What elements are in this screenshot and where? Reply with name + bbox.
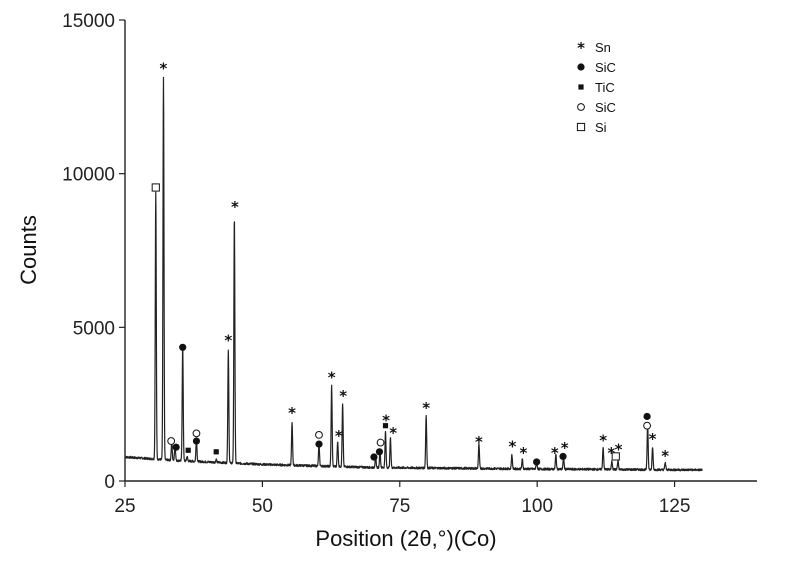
peak-markers: *********** * * * * ** *** [151, 60, 669, 466]
tick-labels: 25 50 75 100 125 0 5000 10000 15000 [62, 11, 690, 517]
axes [124, 20, 757, 482]
filled-circle-marker [172, 443, 180, 451]
legend-open-square-icon [576, 122, 586, 132]
legend-filled-square-icon [578, 84, 584, 90]
x-tick-label: 75 [389, 496, 410, 517]
filled-circle-marker [375, 448, 384, 456]
legend-label: TiC [595, 80, 615, 95]
star-marker: * [389, 424, 397, 442]
star-marker: * [599, 432, 607, 450]
legend: * Sn SiC TiC SiC Si [576, 39, 616, 135]
filled-square-marker [185, 447, 191, 453]
y-axis-title: Counts [16, 215, 41, 285]
star-marker: * [615, 441, 623, 459]
star-marker: * [160, 60, 168, 78]
star-marker: * [509, 438, 517, 456]
y-tick-label: 0 [104, 472, 115, 493]
star-marker: * [561, 439, 569, 457]
legend-open-circle-icon [577, 103, 585, 111]
star-marker: * [224, 332, 232, 350]
y-tick-label: 5000 [73, 318, 115, 339]
y-tick-label: 10000 [62, 165, 115, 186]
filled-circle-marker [192, 437, 201, 445]
legend-star-icon: * [577, 39, 585, 57]
star-marker: * [422, 399, 430, 417]
legend-label: SiC [595, 100, 616, 115]
legend-label: Sn [595, 40, 611, 55]
star-marker: * [231, 198, 239, 216]
open-circle-marker [167, 437, 176, 445]
filled-circle-marker [370, 453, 378, 461]
star-marker: * [649, 430, 657, 448]
star-marker: * [382, 412, 390, 430]
tick-marks [119, 19, 676, 487]
x-tick-label: 125 [659, 496, 691, 517]
open-square-marker [611, 452, 620, 461]
filled-circle-marker [643, 412, 651, 421]
legend-label: Si [595, 120, 607, 135]
open-circle-marker [376, 438, 385, 447]
filled-circle-marker [533, 458, 541, 466]
x-tick-label: 25 [114, 496, 135, 517]
legend-filled-circle-icon [577, 63, 585, 71]
filled-circle-marker [179, 343, 187, 351]
star-marker: * [661, 447, 669, 465]
open-circle-marker [192, 429, 201, 438]
filled-square-marker [382, 423, 389, 429]
star-marker: * [475, 433, 483, 451]
x-tick-label: 100 [521, 496, 553, 517]
x-tick-label: 50 [252, 496, 273, 517]
filled-circle-marker [315, 440, 323, 448]
open-circle-marker [315, 431, 323, 439]
legend-label: SiC [595, 60, 616, 75]
star-marker: * [339, 387, 347, 405]
counts-trace [124, 76, 703, 472]
y-tick-label: 15000 [62, 11, 115, 32]
star-marker: * [328, 369, 336, 387]
star-marker: * [551, 444, 559, 462]
filled-square-marker [213, 449, 219, 455]
star-marker: * [288, 404, 296, 422]
star-marker: * [335, 427, 343, 445]
x-axis-title: Position (2θ,°)(Co) [315, 526, 496, 551]
filled-circle-marker [559, 452, 567, 461]
star-marker: * [520, 444, 528, 462]
open-square-marker [151, 183, 160, 192]
open-circle-marker [643, 421, 651, 430]
star-marker: * [607, 444, 615, 462]
